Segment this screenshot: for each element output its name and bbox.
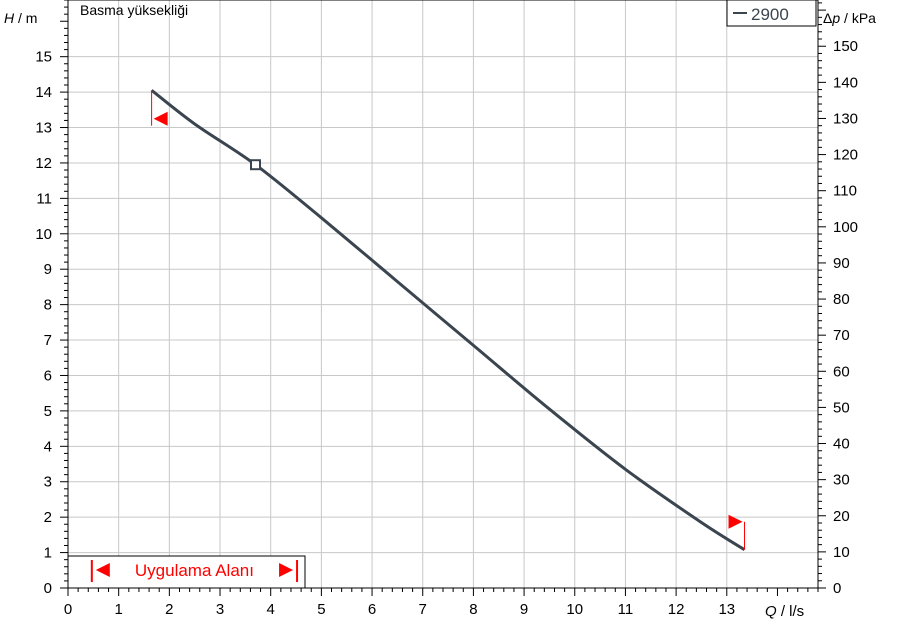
- x-tick-label: 10: [566, 601, 583, 618]
- grid: [68, 0, 818, 588]
- y-left-tick-label: 14: [35, 84, 52, 101]
- y-right-tick-label: 120: [833, 147, 858, 164]
- x-tick-label: 13: [718, 601, 735, 618]
- y-left-tick-label: 8: [44, 297, 52, 314]
- x-tick-label: 11: [618, 601, 634, 618]
- y-left-unit: / m: [14, 10, 37, 26]
- y-right-tick-label: 80: [833, 291, 850, 308]
- x-tick-label: 5: [317, 601, 325, 618]
- y-left-tick-label: 13: [35, 120, 52, 137]
- y-right-tick-label: 20: [833, 508, 850, 525]
- x-tick-label: 4: [267, 601, 275, 618]
- y-left-tick-label: 3: [44, 474, 52, 491]
- y-right-tick-label: 10: [833, 544, 850, 561]
- y-left-tick-label: 15: [35, 49, 52, 66]
- y-left-tick-label: 0: [44, 580, 52, 597]
- y-right-tick-label: 130: [833, 110, 858, 127]
- y-left-tick-label: 9: [44, 261, 52, 278]
- y-right-unit: / kPa: [840, 10, 876, 26]
- x-tick-label: 2: [165, 601, 173, 618]
- y-right-tick-label: 0: [833, 580, 841, 597]
- x-tick-label: 0: [64, 601, 72, 618]
- y-left-axis-label: H / m: [4, 10, 37, 26]
- application-range-label: Uygulama Alanı: [135, 561, 254, 580]
- x-tick-label: 1: [115, 601, 123, 618]
- y-left-var: H: [4, 10, 15, 26]
- legend: 2900: [726, 0, 817, 27]
- y-right-tick-label: 40: [833, 436, 850, 453]
- plot-frame: [67, 0, 819, 589]
- y-right-tick-label: 150: [833, 38, 858, 55]
- y-left-tick-label: 10: [35, 226, 52, 243]
- y-right-tick-label: 60: [833, 363, 850, 380]
- x-unit: / l/s: [777, 603, 805, 620]
- y-right-var: p: [831, 10, 840, 26]
- y-right-tick-label: 100: [833, 219, 858, 236]
- chart-title: Basma yüksekliği: [80, 2, 188, 18]
- y-right-tick-label: 50: [833, 399, 850, 416]
- x-tick-label: 6: [368, 601, 376, 618]
- x-tick-label: 8: [469, 601, 477, 618]
- x-var: Q: [765, 603, 777, 620]
- y-left-tick-label: 4: [44, 438, 52, 455]
- y-left-tick-label: 6: [44, 367, 52, 384]
- x-tick-label: 7: [419, 601, 427, 618]
- max-flow-marker-arrow: [728, 514, 743, 529]
- minor-ticks: [60, 0, 826, 596]
- y-left-tick-label: 7: [44, 332, 52, 349]
- application-range-left-arrow: [95, 563, 110, 577]
- y-left-tick-label: 11: [36, 190, 52, 207]
- y-right-tick-label: 90: [833, 255, 850, 272]
- y-left-tick-label: 2: [44, 509, 52, 526]
- x-axis-label: Q / l/s: [765, 603, 804, 620]
- y-right-prefix: Δ: [823, 10, 832, 26]
- pump-curve-2900: [150, 89, 746, 551]
- y-right-tick-label: 140: [833, 74, 858, 91]
- y-right-tick-label: 110: [833, 183, 857, 200]
- x-tick-label: 9: [520, 601, 528, 618]
- x-tick-labels: 0 1 2 3 4 5 6 7 8 9 10 11 12 13: [64, 601, 735, 618]
- y-left-tick-label: 1: [44, 545, 52, 562]
- min-flow-marker-arrow: [153, 111, 168, 126]
- y-right-tick-label: 70: [833, 327, 850, 344]
- y-left-tick-label: 5: [44, 403, 52, 420]
- y-right-axis-label: Δp / kPa: [823, 10, 876, 26]
- y-right-tick-labels: 0 10 20 30 40 50 60 70 80 90 100 110 120 130 140 150: [833, 38, 858, 597]
- legend-label-2900: 2900: [751, 5, 789, 24]
- x-tick-label: 12: [668, 601, 685, 618]
- y-right-tick-label: 30: [833, 472, 850, 489]
- operating-point-marker: [250, 159, 261, 171]
- application-range-right-arrow: [279, 563, 294, 577]
- y-left-tick-label: 12: [35, 155, 52, 172]
- application-range: Uygulama Alanı: [67, 555, 306, 589]
- x-tick-label: 3: [216, 601, 224, 618]
